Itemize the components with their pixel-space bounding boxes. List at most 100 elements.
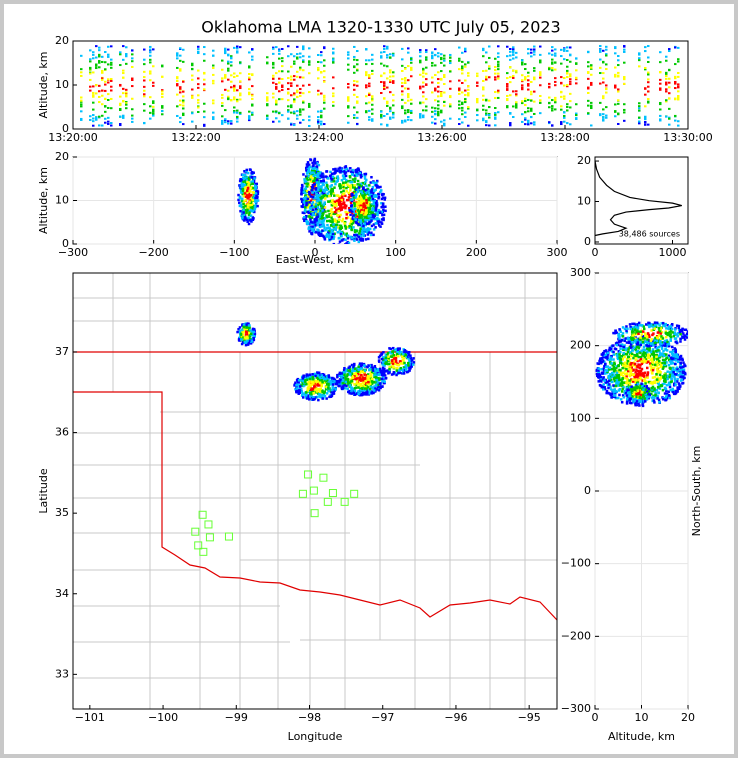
source-density (368, 118, 371, 121)
source-density (368, 368, 372, 371)
source-density (605, 84, 608, 87)
source-density (434, 99, 437, 102)
source-density (353, 239, 356, 242)
source-density (512, 90, 515, 93)
source-density (539, 101, 542, 104)
y-axis-label: Altitude, km (37, 51, 50, 118)
source-density (422, 109, 425, 112)
source-density (653, 375, 657, 379)
source-density (272, 74, 275, 77)
source-density (461, 67, 464, 70)
source-density (246, 197, 249, 200)
source-density (330, 184, 334, 187)
source-density (482, 70, 485, 73)
x-axis-label: Altitude, km (608, 730, 675, 743)
source-density (347, 115, 350, 118)
source-density (382, 381, 386, 385)
source-density (644, 121, 647, 124)
source-density (668, 97, 671, 100)
source-density (326, 223, 329, 227)
source-density (356, 111, 359, 114)
source-density (488, 76, 491, 79)
source-density (365, 86, 368, 89)
source-density (443, 64, 446, 67)
source-density (287, 77, 290, 80)
source-density (437, 100, 440, 103)
source-density (332, 204, 335, 208)
source-density (353, 71, 356, 74)
source-density (125, 103, 128, 106)
source-density (351, 221, 355, 225)
source-density (295, 387, 299, 390)
source-density (407, 353, 411, 357)
source-density (330, 203, 334, 207)
source-density (590, 81, 593, 84)
source-density (587, 65, 590, 68)
source-density (143, 95, 146, 98)
source-density (464, 63, 467, 66)
source-density (299, 66, 302, 69)
source-density (521, 113, 524, 116)
source-density (349, 220, 353, 223)
source-density (122, 116, 125, 119)
source-density (363, 387, 367, 390)
source-density (464, 115, 467, 118)
source-density (539, 72, 542, 75)
source-density (425, 66, 428, 69)
source-density (311, 184, 315, 187)
source-density (356, 183, 359, 186)
source-density (240, 338, 243, 341)
source-density (368, 109, 371, 112)
source-density (230, 120, 233, 123)
source-density (563, 84, 566, 87)
source-density (325, 382, 329, 386)
source-density (331, 175, 335, 178)
source-density (476, 114, 479, 117)
source-density (397, 352, 401, 355)
source-density (161, 90, 164, 93)
source-density (614, 75, 617, 78)
source-density (221, 102, 224, 105)
source-density (369, 233, 373, 237)
source-density (668, 86, 671, 89)
source-density (80, 105, 83, 108)
source-density (308, 91, 311, 94)
source-density (176, 79, 179, 82)
source-density (312, 163, 315, 167)
source-density (380, 197, 384, 201)
source-density (566, 69, 569, 72)
source-density (602, 95, 605, 98)
source-density (554, 84, 557, 87)
source-density (652, 363, 655, 367)
source-density (677, 71, 680, 74)
source-density (356, 238, 359, 241)
source-density (368, 59, 371, 62)
source-density (333, 194, 336, 197)
source-density (314, 190, 318, 194)
source-density (304, 180, 308, 183)
source-density (342, 232, 345, 235)
source-density (638, 107, 641, 110)
source-density (343, 384, 346, 387)
source-density (425, 98, 428, 101)
source-density (358, 171, 361, 175)
source-density (356, 190, 360, 194)
source-density (668, 385, 672, 389)
source-density (346, 243, 349, 244)
source-density (333, 223, 337, 227)
source-density (246, 208, 249, 212)
source-density (332, 211, 335, 214)
source-density (149, 45, 152, 48)
source-density (251, 218, 255, 221)
source-density (80, 96, 83, 99)
source-density (349, 167, 352, 170)
source-density (390, 352, 393, 355)
source-density (381, 360, 385, 364)
source-density (605, 53, 608, 56)
source-density (328, 230, 331, 233)
source-density (374, 207, 378, 210)
source-density (485, 78, 488, 81)
source-density (320, 122, 323, 125)
source-density (101, 94, 104, 97)
source-density (304, 391, 308, 394)
